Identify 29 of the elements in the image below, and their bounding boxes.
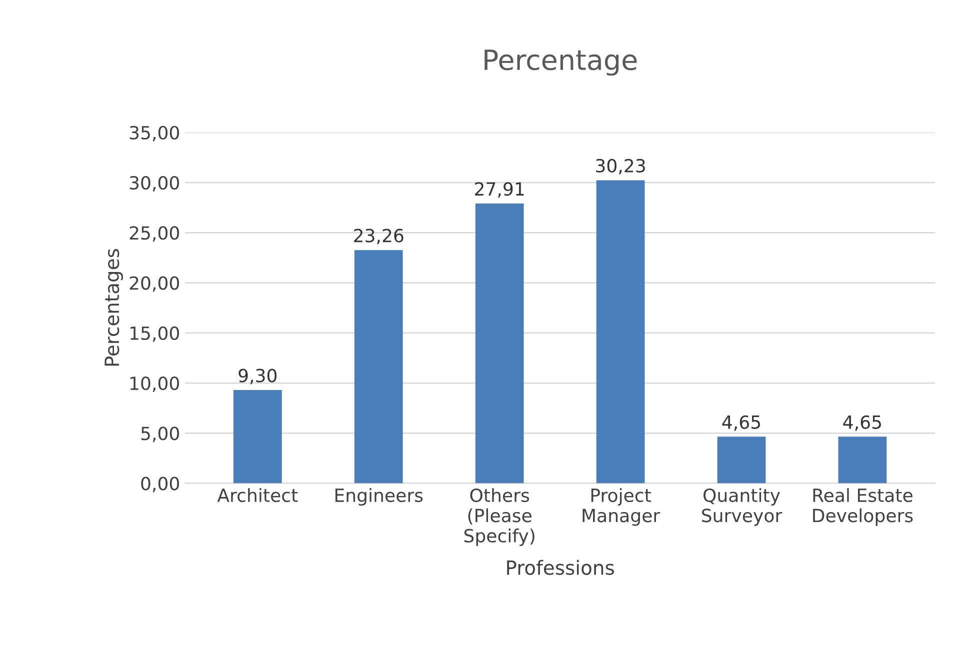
- x-tick-label: Architect: [217, 488, 298, 502]
- y-tick-label: 25,00: [130, 226, 179, 242]
- x-tick-label: Project Manager: [582, 488, 660, 526]
- x-tick-label: Engineers: [335, 488, 423, 506]
- data-label: 4,65: [843, 415, 881, 431]
- y-tick-label: 0,00: [141, 476, 179, 492]
- bar: [838, 436, 887, 484]
- x-tick-label: Real Estate Developers: [813, 488, 913, 526]
- x-axis-title: Professions: [507, 560, 614, 575]
- chart-title: Percentage: [484, 50, 637, 76]
- data-label: 9,30: [238, 368, 277, 384]
- y-tick-label: 30,00: [130, 176, 179, 192]
- bar: [354, 250, 403, 484]
- data-label: 27,91: [475, 182, 524, 198]
- bar: [596, 180, 645, 484]
- data-label: 23,26: [354, 228, 404, 244]
- bar: [233, 390, 282, 484]
- y-tick-label: 20,00: [130, 276, 179, 292]
- y-tick-label: 15,00: [130, 326, 179, 342]
- bar: [475, 203, 524, 484]
- y-tick-label: 5,00: [141, 426, 179, 442]
- data-label: 4,65: [722, 415, 760, 431]
- x-tick-label: Quantity Surveyor: [702, 488, 782, 526]
- y-tick-label: 10,00: [130, 376, 179, 392]
- bar: [717, 436, 766, 484]
- y-axis-title: Percentages: [104, 249, 123, 366]
- data-label: 30,23: [596, 158, 645, 174]
- y-tick-label: 35,00: [130, 126, 179, 142]
- x-tick-label: Others (Please Specify): [464, 488, 534, 546]
